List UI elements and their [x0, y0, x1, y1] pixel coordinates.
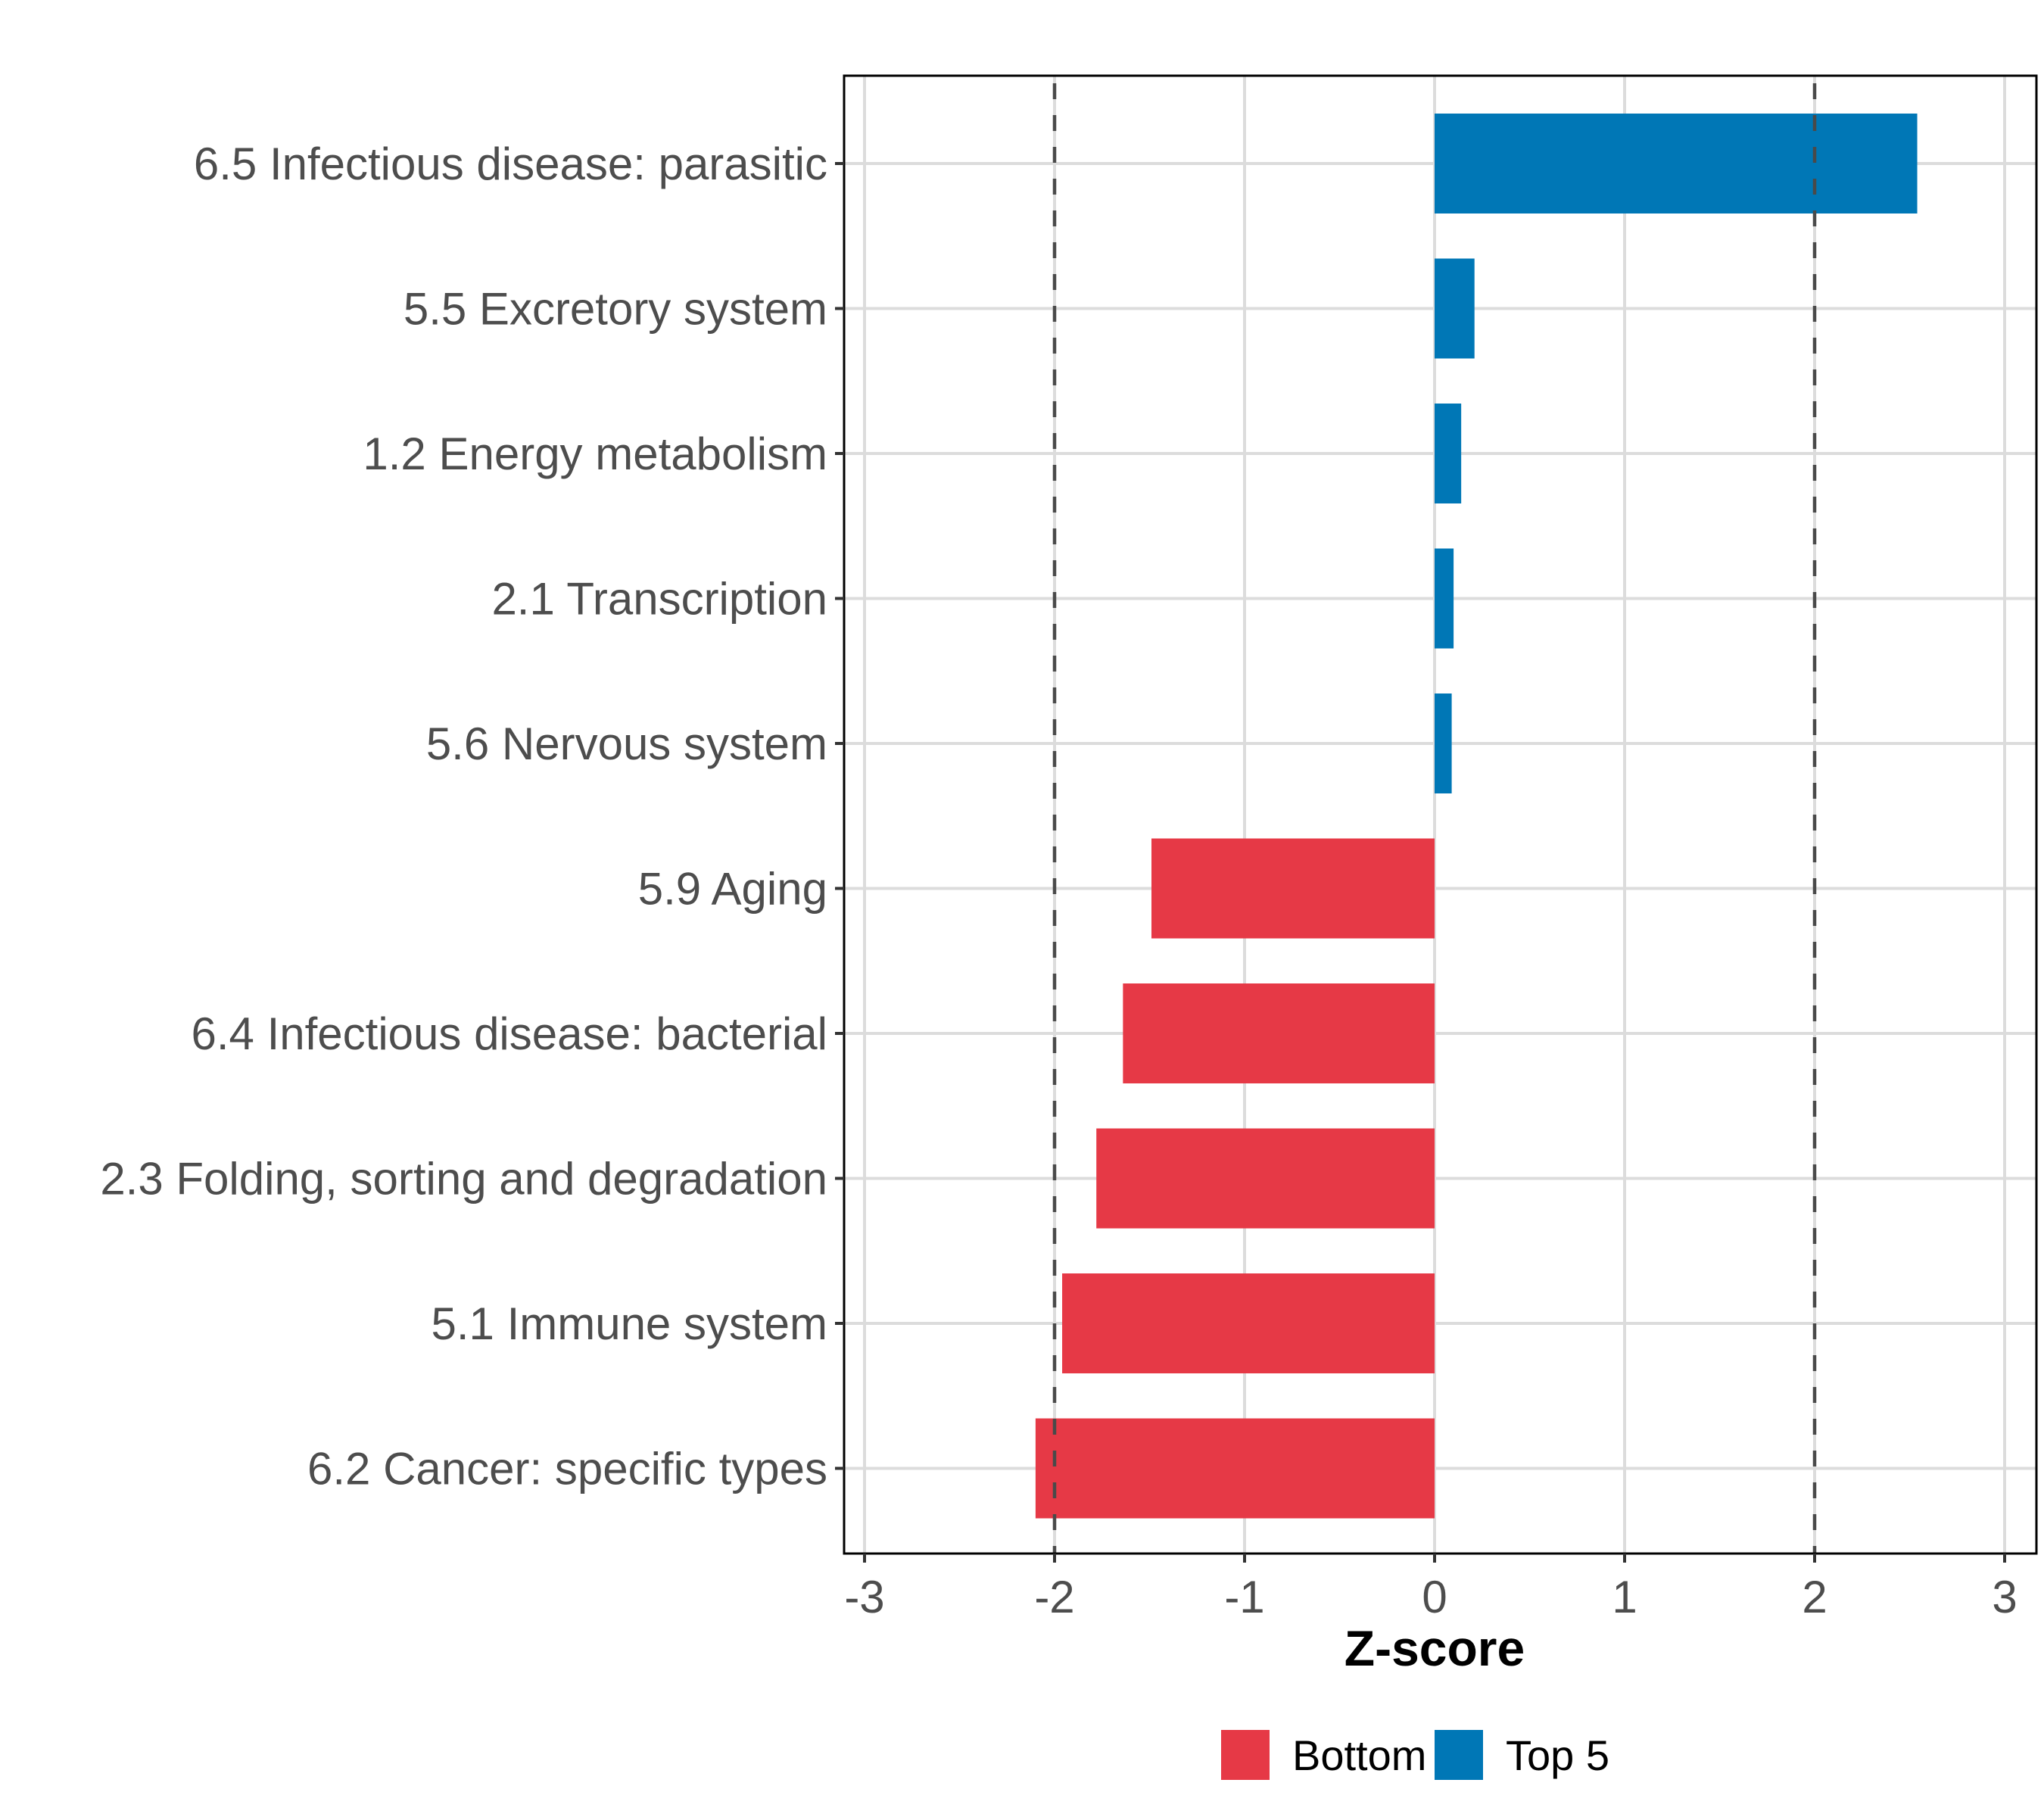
x-tick-label: -3: [844, 1572, 884, 1622]
legend-label: Top 5: [1506, 1731, 1609, 1779]
y-tick-label: 6.5 Infectious disease: parasitic: [194, 139, 827, 189]
bar-bottom5: [1096, 1128, 1435, 1229]
y-tick-label: 5.9 Aging: [638, 864, 827, 915]
y-tick-label: 2.1 Transcription: [491, 574, 827, 625]
bar-top5: [1435, 693, 1452, 793]
y-tick-label: 5.1 Immune system: [431, 1298, 827, 1349]
bar-top5: [1435, 258, 1475, 359]
x-tick-label: -1: [1224, 1572, 1264, 1622]
legend: Bottom 5 Top 5: [1221, 1730, 1609, 1780]
legend-label: Bottom 5: [1292, 1731, 1462, 1779]
x-tick-label: 1: [1612, 1572, 1637, 1622]
y-tick-label: 5.5 Excretory system: [404, 284, 827, 335]
y-tick-label: 6.4 Infectious disease: bacterial: [192, 1008, 828, 1059]
legend-key-top-5: [1435, 1730, 1483, 1780]
bar-bottom5: [1062, 1273, 1435, 1373]
bar-top5: [1435, 114, 1918, 213]
x-tick-label: 3: [1992, 1572, 2017, 1622]
x-tick-label: -2: [1034, 1572, 1074, 1622]
bars: [1035, 114, 1918, 1519]
y-tick-label: 6.2 Cancer: specific types: [307, 1444, 827, 1494]
x-tick-label: 2: [1802, 1572, 1827, 1622]
bar-bottom5: [1151, 838, 1435, 939]
y-tick-label: 5.6 Nervous system: [426, 718, 827, 769]
y-tick-label: 2.3 Folding, sorting and degradation: [100, 1154, 827, 1205]
y-tick-label: 1.2 Energy metabolism: [363, 429, 827, 479]
reference-lines: [1052, 83, 1817, 1554]
bar-top5: [1435, 548, 1454, 649]
panel-border: [843, 74, 2038, 1555]
y-axis: 6.5 Infectious disease: parasitic 5.5 Exc…: [100, 139, 844, 1494]
bar-bottom5: [1123, 983, 1435, 1083]
bar-top5: [1435, 404, 1462, 503]
x-axis-title: Z-score: [1344, 1620, 1525, 1676]
x-tick-label: 0: [1422, 1572, 1447, 1622]
legend-key-bottom-5: [1221, 1730, 1270, 1780]
bar-bottom5: [1035, 1418, 1435, 1519]
x-axis: -3 -2 -1 0 1 2 3: [844, 1554, 2018, 1622]
